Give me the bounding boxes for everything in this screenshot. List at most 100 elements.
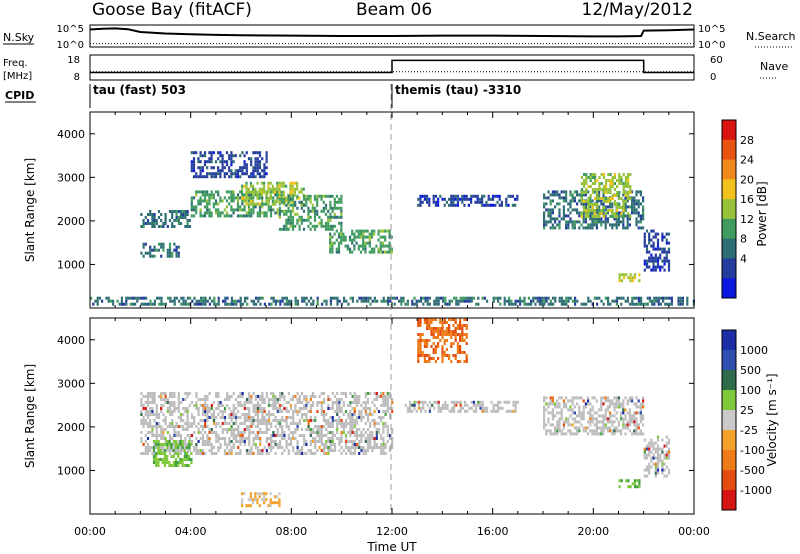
- power-cell: [543, 220, 546, 224]
- velocity-cell: [434, 360, 437, 363]
- power-colorbar-tick: 16: [740, 193, 754, 206]
- velocity-cell: [477, 400, 480, 404]
- velocity-cell: [305, 395, 308, 398]
- velocity-cell: [622, 399, 625, 403]
- velocity-colorbar-swatch: [722, 470, 736, 491]
- power-cell: [554, 205, 557, 209]
- velocity-cell: [549, 429, 552, 433]
- velocity-cell: [276, 407, 279, 410]
- velocity-cell: [459, 351, 462, 354]
- power-cell: [202, 302, 205, 306]
- velocity-cell: [272, 407, 275, 410]
- velocity-cell: [375, 395, 378, 398]
- power-cell: [643, 238, 646, 242]
- velocity-cell: [215, 392, 218, 395]
- velocity-cell: [369, 422, 372, 425]
- velocity-cell: [217, 446, 220, 449]
- velocity-cell: [391, 410, 394, 413]
- velocity-cell: [261, 395, 264, 398]
- power-cell: [310, 302, 313, 306]
- power-cell: [278, 181, 281, 185]
- velocity-cell: [175, 425, 178, 428]
- velocity-cell: [239, 452, 242, 455]
- power-cell: [428, 197, 431, 201]
- power-cell: [637, 220, 640, 224]
- power-cell: [463, 197, 466, 201]
- power-cell: [444, 299, 447, 303]
- power-cell: [620, 220, 623, 224]
- velocity-cell: [248, 401, 251, 404]
- velocity-cell: [188, 455, 191, 458]
- power-cell: [664, 302, 667, 306]
- velocity-cell: [289, 422, 293, 425]
- velocity-cell: [160, 395, 163, 398]
- power-cell: [618, 176, 621, 179]
- power-cell: [666, 302, 669, 306]
- velocity-cell: [558, 405, 561, 409]
- power-cell: [351, 296, 354, 300]
- velocity-cell: [459, 348, 462, 351]
- power-cell: [455, 299, 458, 303]
- velocity-cell: [327, 422, 330, 425]
- velocity-cell: [309, 440, 312, 443]
- power-cell: [611, 176, 614, 179]
- power-cell: [377, 238, 380, 242]
- velocity-cell: [265, 422, 268, 425]
- velocity-cell: [193, 416, 196, 419]
- power-cell: [280, 181, 283, 185]
- power-cell: [173, 302, 176, 306]
- power-cell: [219, 214, 222, 218]
- velocity-cell: [151, 407, 154, 410]
- power-cell: [626, 214, 629, 218]
- power-cell: [663, 250, 666, 254]
- velocity-colorbar-swatch: [722, 350, 736, 371]
- velocity-cell: [287, 428, 290, 431]
- power-cell: [276, 196, 279, 200]
- velocity-cell: [635, 423, 638, 427]
- power-cell: [153, 302, 156, 306]
- power-cell: [190, 160, 193, 164]
- velocity-cell: [182, 398, 185, 401]
- power-cell: [620, 206, 623, 209]
- velocity-cell: [388, 446, 392, 449]
- power-cell: [483, 296, 486, 300]
- power-cell: [622, 173, 625, 176]
- power-cell: [583, 173, 586, 176]
- velocity-cell: [366, 428, 370, 431]
- power-cell: [197, 199, 200, 203]
- power-cell: [523, 296, 526, 300]
- velocity-cell: [190, 416, 194, 419]
- velocity-cell: [201, 437, 205, 440]
- power-cell: [589, 226, 592, 230]
- velocity-cell: [204, 413, 207, 416]
- velocity-cell: [545, 408, 548, 412]
- velocity-cell: [443, 321, 446, 324]
- velocity-cell: [565, 405, 568, 409]
- power-cell: [585, 209, 588, 212]
- power-cell: [180, 296, 183, 300]
- power-cell: [663, 268, 666, 272]
- velocity-cell: [164, 419, 167, 422]
- velocity-cell: [380, 446, 383, 449]
- power-cell: [278, 212, 281, 216]
- velocity-cell: [287, 437, 290, 440]
- velocity-cell: [351, 401, 354, 404]
- velocity-cell: [254, 425, 257, 428]
- velocity-cell: [254, 410, 257, 413]
- velocity-cell: [637, 432, 640, 436]
- velocity-cell: [558, 420, 561, 424]
- velocity-cell: [309, 449, 312, 452]
- velocity-cell: [643, 474, 646, 478]
- velocity-cell: [490, 409, 493, 413]
- power-cell: [355, 241, 358, 245]
- power-cell: [265, 190, 268, 194]
- velocity-cell: [516, 400, 519, 404]
- power-cell: [300, 215, 303, 219]
- velocity-cell: [250, 419, 253, 422]
- velocity-cell: [300, 446, 304, 449]
- power-cell: [457, 302, 460, 306]
- velocity-cell: [298, 449, 301, 452]
- velocity-cell: [245, 407, 249, 410]
- velocity-cell: [173, 428, 176, 431]
- power-cell: [527, 296, 530, 300]
